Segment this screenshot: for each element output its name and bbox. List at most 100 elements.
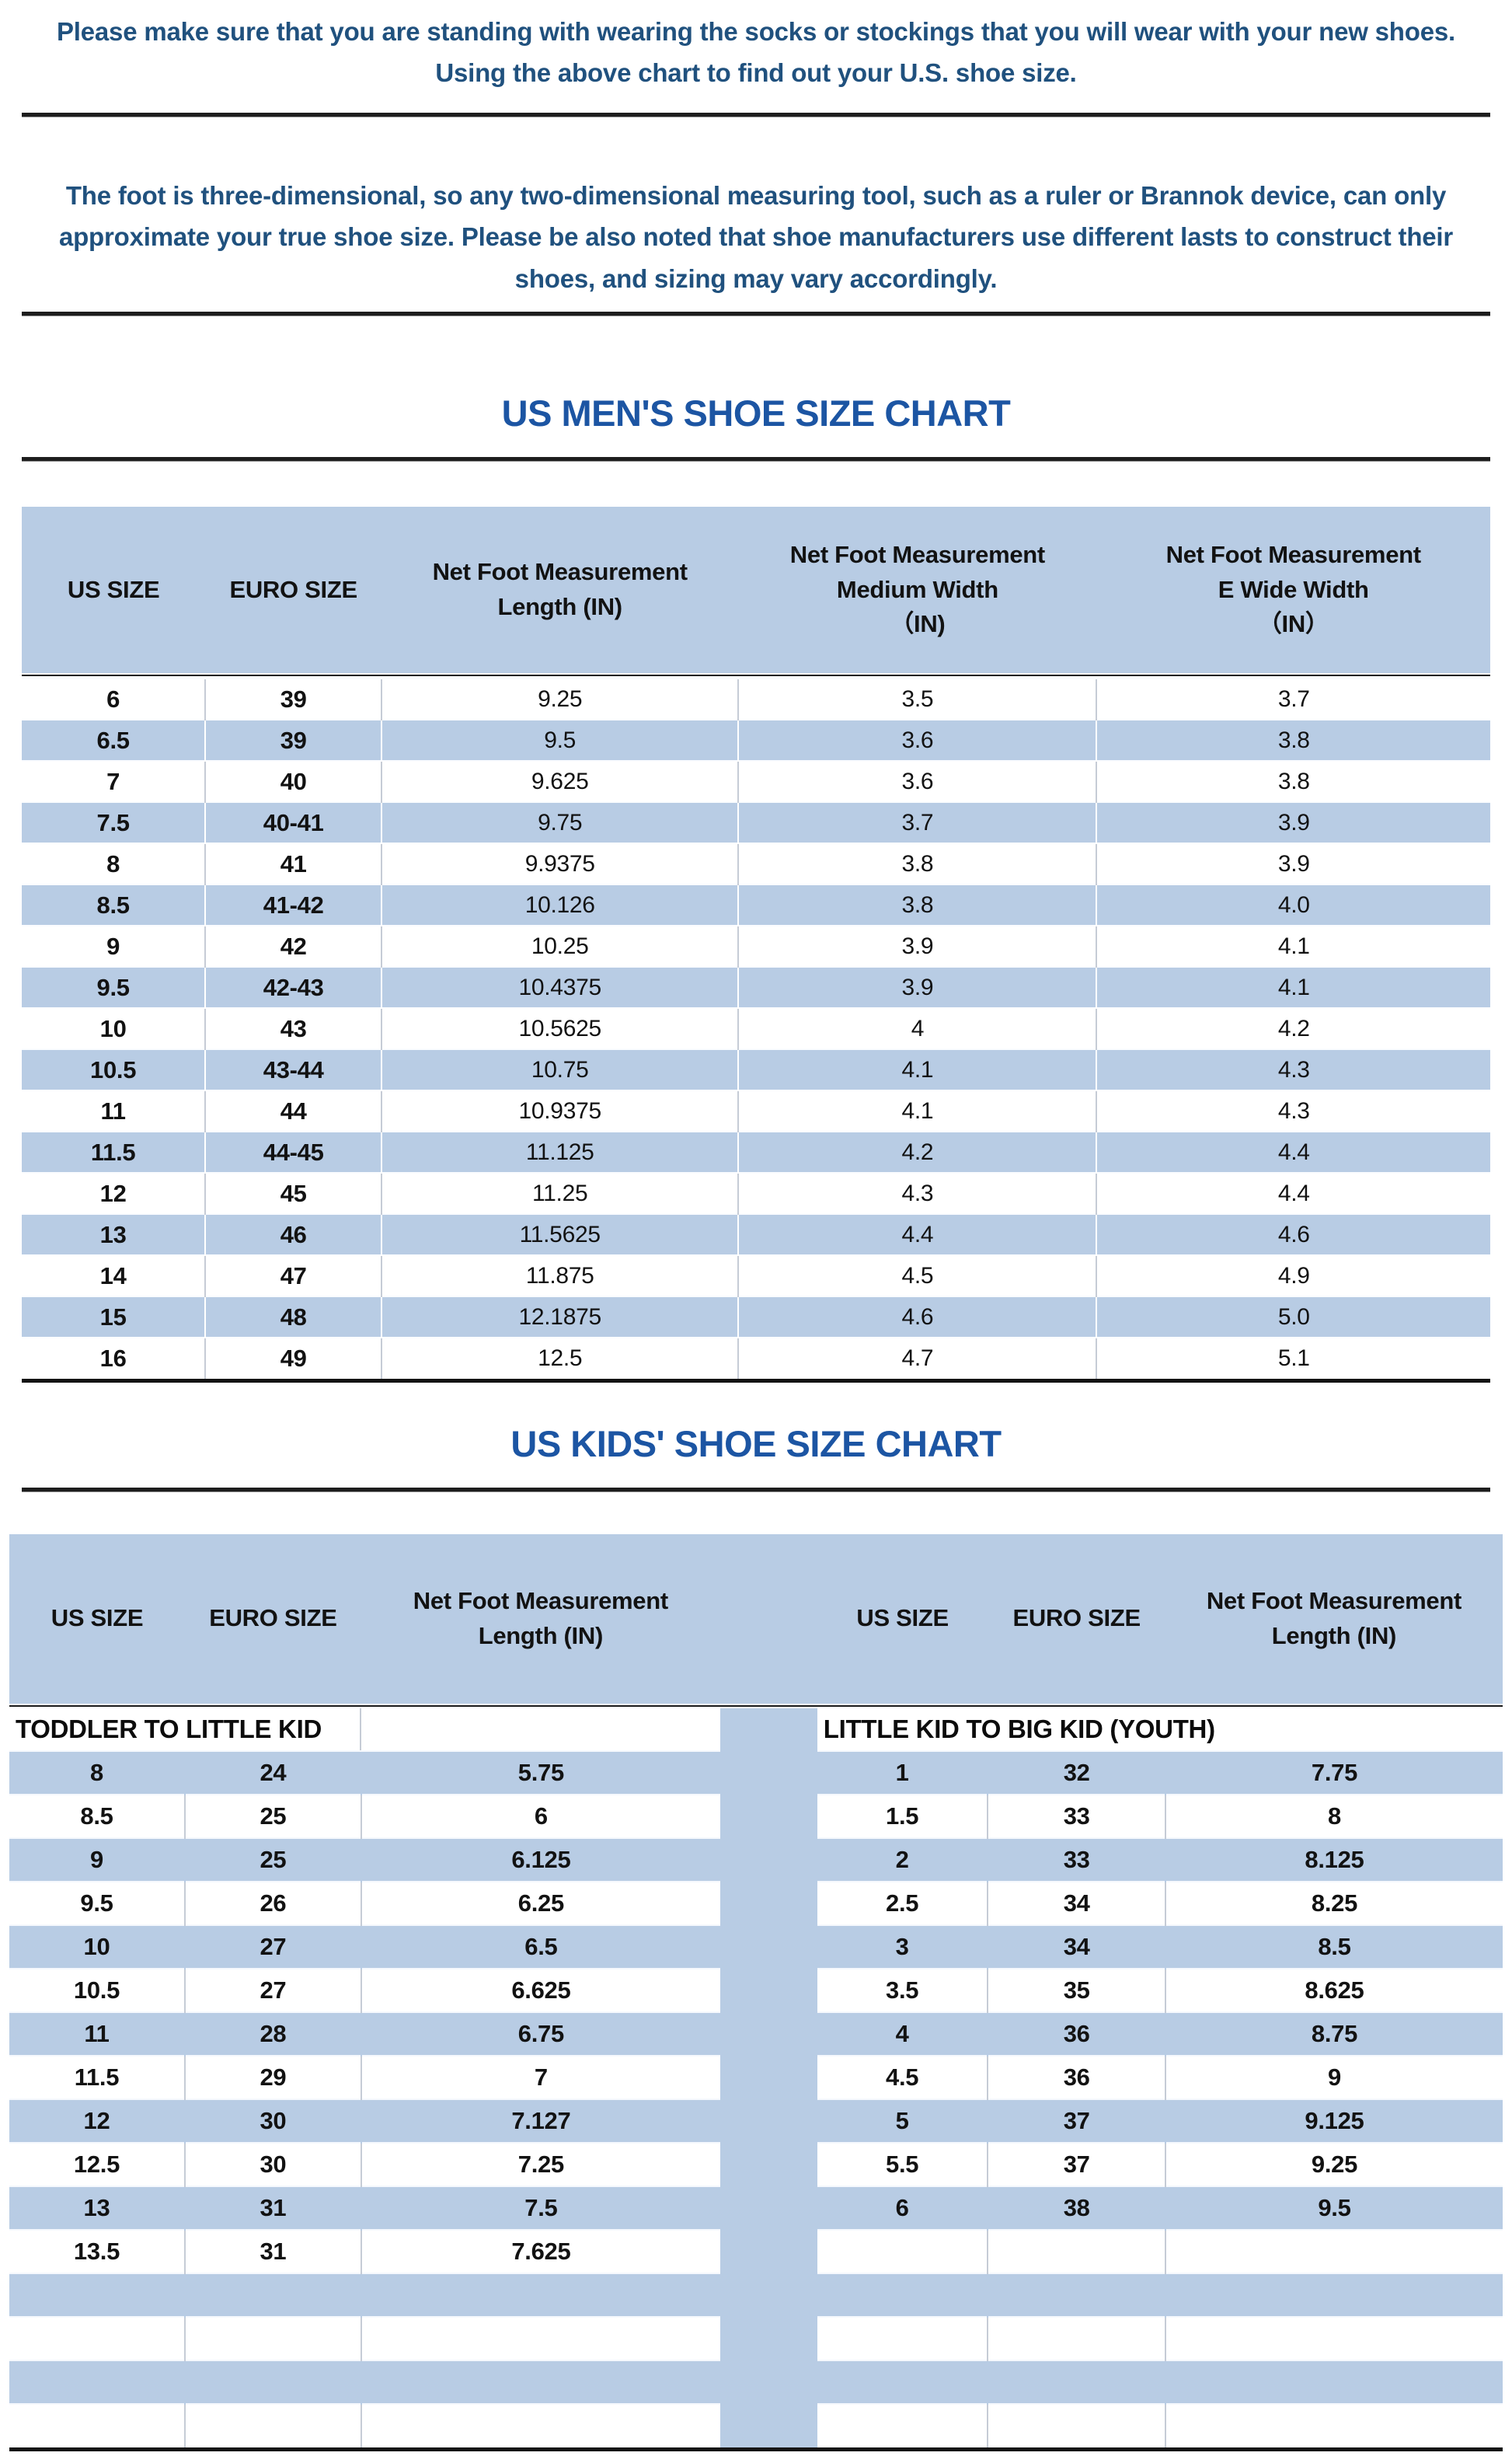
cell: 6 (360, 1793, 720, 1838)
table-row (817, 2359, 1503, 2404)
table-row (817, 2228, 1503, 2273)
table-row: 15 48 12.1875 4.6 5.0 (22, 1296, 1490, 1338)
kids-left-grid: 8 24 5.75 8.5 25 6 9 25 6.125 9.5 26 6.25 10 27 6.5 10.… (9, 1750, 720, 2447)
cell: 2 (817, 1837, 988, 1882)
table-row: 9 42 10.25 3.9 4.1 (22, 925, 1490, 968)
table-row (817, 2272, 1503, 2317)
table-row: 8.5 25 6 (9, 1793, 720, 1838)
cell: 43 (204, 1007, 382, 1050)
table-row (817, 2315, 1503, 2360)
cell: 8.625 (1164, 1967, 1503, 2012)
header-cell-euro-size: EURO SIZE (229, 575, 357, 603)
section-label-youth: LITTLE KID TO BIG KID (YOUTH) (823, 1714, 1215, 1743)
cell (184, 2359, 361, 2404)
cell: 3.8 (1096, 719, 1490, 762)
divider-line (22, 312, 1490, 317)
cell (9, 2359, 185, 2404)
cell: 11.25 (381, 1172, 739, 1215)
divider-line (22, 457, 1490, 462)
cell: 39 (204, 678, 382, 720)
cell (987, 2228, 1165, 2273)
cell: 26 (183, 1880, 361, 1925)
cell (361, 2272, 720, 2317)
cell (988, 2359, 1165, 2404)
cell: 41-42 (205, 884, 382, 926)
table-row: 2.5 34 8.25 (817, 1880, 1503, 1925)
cell: 4 (737, 1007, 1097, 1050)
cell (360, 2315, 720, 2360)
note-paragraph-socks: Please make sure that you are standing w… (56, 17, 1456, 88)
cell: 24 (184, 1750, 361, 1795)
cell: 3.7 (1096, 678, 1490, 720)
cell: 3.6 (737, 760, 1097, 803)
table-row: 13 31 7.5 (9, 2185, 720, 2230)
cell: 4 (817, 2011, 988, 2056)
header-cell-length: Net Foot Measurement Length (IN) (1206, 1586, 1462, 1649)
cell: 4.0 (1096, 884, 1490, 926)
cell: 43-44 (205, 1048, 382, 1091)
cell: 48 (205, 1296, 382, 1338)
cell: 3.8 (738, 884, 1097, 926)
cell: 4.5 (817, 2054, 988, 2099)
cell (183, 2315, 361, 2360)
table-row: 1.5 33 8 (817, 1793, 1503, 1838)
table-row: 6 38 9.5 (817, 2185, 1503, 2230)
cell (987, 2315, 1165, 2360)
table-row: 4.5 36 9 (817, 2054, 1503, 2099)
cell: 27 (184, 1924, 361, 1969)
cell: 38 (988, 2185, 1165, 2230)
cell: 13 (9, 2185, 185, 2230)
section-label-toddler: TODDLER TO LITTLE KID (9, 1708, 361, 1750)
cell: 47 (204, 1254, 382, 1297)
cell: 9.5 (1165, 2185, 1503, 2230)
header-cell-euro-size: EURO SIZE (1012, 1604, 1141, 1632)
table-row: 5.5 37 9.25 (817, 2141, 1503, 2186)
table-row: 9.5 26 6.25 (9, 1880, 720, 1925)
kids-table-header: US SIZE EURO SIZE Net Foot Measurement L… (9, 1534, 1503, 1704)
table-row: 3.5 35 8.625 (817, 1967, 1503, 2012)
cell: 25 (183, 1793, 361, 1838)
header-cell-us-size: US SIZE (51, 1604, 144, 1632)
cell: 6.5 (22, 719, 206, 762)
cell: 11 (9, 2011, 185, 2056)
cell: 3.7 (738, 801, 1097, 844)
table-row (9, 2359, 720, 2404)
cell: 9.5 (381, 719, 739, 762)
cell: 3.6 (738, 719, 1097, 762)
cell: 8.5 (22, 884, 206, 926)
cell: 9.125 (1165, 2098, 1503, 2143)
cell: 12 (22, 1172, 206, 1215)
cell: 8.75 (1165, 2011, 1503, 2056)
cell (1165, 2272, 1503, 2317)
table-gap-column (720, 1534, 817, 1704)
cell: 4.1 (738, 1048, 1097, 1091)
cell: 3.8 (1096, 760, 1490, 803)
cell: 12.5 (381, 1337, 739, 1380)
cell: 3.9 (738, 966, 1097, 1009)
cell: 4.9 (1096, 1254, 1490, 1297)
table-row: 11 28 6.75 (9, 2011, 720, 2056)
table-row: 10 27 6.5 (9, 1924, 720, 1969)
table-row: 8.5 41-42 10.126 3.8 4.0 (22, 884, 1490, 926)
kids-right-grid: 1 32 7.75 1.5 33 8 2 33 8.125 2.5 34 8.25 3 34 8.5 3.5 3… (817, 1750, 1503, 2447)
cell: 12 (9, 2098, 185, 2143)
cell: 3 (817, 1924, 988, 1969)
table-row: 4 36 8.75 (817, 2011, 1503, 2056)
mens-size-table: US SIZE EURO SIZE Net Foot Measurement L… (22, 507, 1490, 1383)
empty-cell (361, 1708, 720, 1750)
mens-chart-title: US MEN'S SHOE SIZE CHART (501, 392, 1011, 434)
cell: 4.6 (738, 1296, 1097, 1338)
table-gap-column (720, 1708, 817, 2447)
cell: 4.4 (1096, 1172, 1490, 1215)
cell: 44-45 (205, 1131, 382, 1174)
table-row: 10 43 10.5625 4 4.2 (22, 1007, 1490, 1050)
header-underline (22, 673, 1490, 679)
cell (988, 2272, 1165, 2317)
cell: 40-41 (205, 801, 382, 844)
table-row (9, 2402, 720, 2447)
cell: 10.5625 (381, 1007, 739, 1050)
header-cell-length: Net Foot Measurement Length (IN) (432, 558, 688, 621)
kids-chart-title: US KIDS' SHOE SIZE CHART (510, 1423, 1002, 1465)
divider-line (22, 1487, 1490, 1492)
cell: 4.3 (1096, 1048, 1490, 1091)
